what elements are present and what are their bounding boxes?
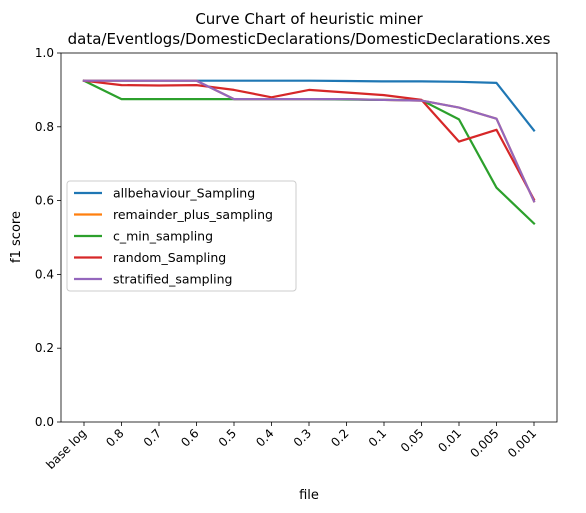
x-tick-label: 0.8 xyxy=(103,426,126,449)
y-axis: 0.0 0.2 0.4 0.6 0.8 1.0 xyxy=(35,46,61,429)
legend-label: remainder_plus_sampling xyxy=(113,207,273,222)
x-tick-label: 0.5 xyxy=(216,426,239,449)
y-tick-label: 0.8 xyxy=(35,120,54,134)
x-tick-label: 0.4 xyxy=(253,426,276,449)
x-tick-label: 0.05 xyxy=(398,426,427,455)
x-tick-label: 0.1 xyxy=(366,426,389,449)
y-axis-label: f1 score xyxy=(9,211,24,263)
x-axis-label: file xyxy=(299,488,319,503)
x-axis: base log 0.8 0.7 0.6 0.5 0.4 0.3 0.2 0.1 0.05 0.01… xyxy=(43,422,539,472)
legend-label: stratified_sampling xyxy=(113,272,232,287)
x-tick-label: 0.3 xyxy=(291,426,314,449)
x-tick-label: 0.7 xyxy=(141,426,164,449)
series-line-random-sampling xyxy=(82,79,536,201)
y-tick-label: 0.4 xyxy=(35,267,54,281)
legend-label: random_Sampling xyxy=(113,250,226,265)
series-lines xyxy=(82,79,536,226)
x-tick-label: base log xyxy=(43,426,89,472)
legend-label: c_min_sampling xyxy=(113,229,213,244)
series-line-stratified-sampling xyxy=(82,79,536,203)
x-tick-label: 0.2 xyxy=(328,426,351,449)
chart-subtitle: data/Eventlogs/DomesticDeclarations/Dome… xyxy=(68,30,551,48)
x-tick-label: 0.001 xyxy=(505,426,539,460)
y-tick-label: 0.6 xyxy=(35,194,54,208)
x-tick-label: 0.01 xyxy=(435,426,464,455)
x-tick-label: 0.005 xyxy=(467,426,501,460)
y-tick-label: 0.0 xyxy=(35,415,54,429)
y-tick-label: 1.0 xyxy=(35,46,54,60)
legend: allbehaviour_Sampling remainder_plus_samp… xyxy=(66,180,297,292)
legend-label: allbehaviour_Sampling xyxy=(113,186,255,201)
legend-box xyxy=(66,180,297,292)
y-tick-label: 0.2 xyxy=(35,341,54,355)
chart-title: Curve Chart of heuristic miner xyxy=(195,10,423,28)
x-tick-label: 0.6 xyxy=(178,426,201,449)
